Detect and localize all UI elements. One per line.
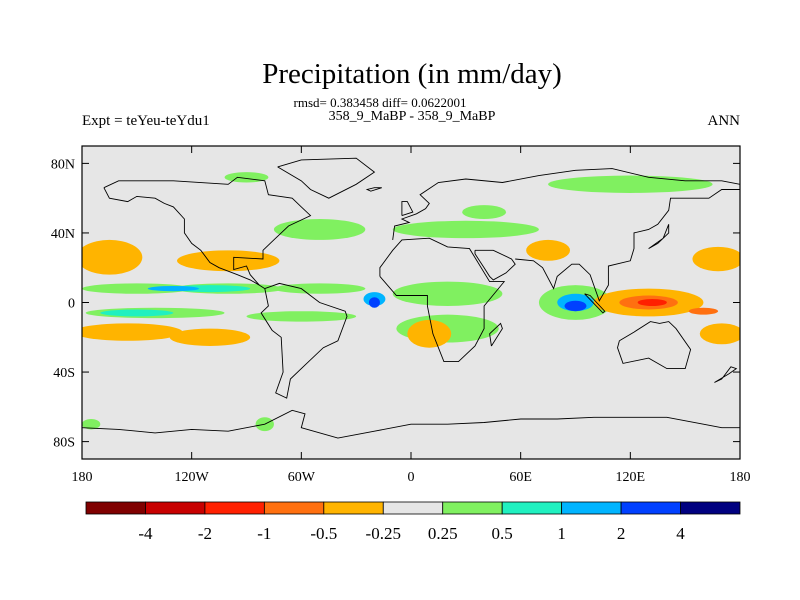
precip-region (273, 283, 366, 294)
precip-region (462, 205, 507, 220)
colorbar-swatch (561, 501, 622, 515)
coastline (515, 189, 740, 302)
precip-region (82, 326, 139, 338)
colorbar-label: -0.5 (310, 524, 337, 543)
y-tick-label: 80S (53, 436, 75, 451)
y-tick-label: 40N (51, 227, 75, 242)
precip-region (368, 297, 380, 308)
x-tick-label: 0 (408, 470, 415, 485)
coastline (277, 157, 376, 199)
precip-region (224, 172, 269, 183)
colorbar-label: 0.25 (428, 524, 458, 543)
map-panel (81, 145, 741, 460)
precip-region (407, 319, 452, 348)
x-tick-label: 180 (72, 470, 93, 485)
colorbar-swatch (442, 501, 503, 515)
coastline (379, 237, 506, 363)
precip-region (82, 283, 192, 294)
stats-text: rmsd= 0.383458 diff= 0.0622001 (294, 95, 467, 110)
coastline (617, 321, 692, 370)
colorbar-swatch (145, 501, 206, 515)
colorbar-swatch (204, 501, 265, 515)
coastline (260, 282, 348, 399)
colorbar-swatch (382, 501, 444, 515)
colorbar-label: 0.5 (492, 524, 513, 543)
precip-region (100, 309, 174, 317)
coastline (648, 224, 670, 249)
precip-region (189, 333, 212, 341)
precip-region (688, 307, 719, 315)
x-tick-label: 60E (509, 470, 532, 485)
coastline (365, 187, 382, 192)
precip-region (147, 285, 199, 292)
chart-subtitle: 358_9_MaBP - 358_9_MaBP (329, 109, 496, 124)
colorbar-label: -2 (198, 524, 212, 543)
precip-region (177, 250, 280, 272)
precip-region (85, 246, 115, 261)
precip-region (82, 419, 101, 430)
precip-field-layer (82, 172, 740, 432)
coastline-layer (82, 157, 740, 439)
left-label: Expt = teYeu-teYdu1 (82, 113, 210, 129)
precip-region (692, 246, 740, 272)
coastline (392, 168, 740, 240)
right-label: ANN (708, 113, 741, 129)
coastline (82, 409, 740, 439)
x-tick-label: 180 (730, 470, 751, 485)
y-axis: 80N 40N 0 40S 80S (51, 157, 740, 451)
y-tick-label: 0 (68, 297, 75, 312)
y-tick-label: 80N (51, 157, 75, 172)
colorbar-label: 4 (676, 524, 685, 543)
colorbar-swatch (85, 501, 146, 515)
precip-region (564, 300, 587, 312)
precip-region (637, 299, 667, 306)
colorbar-swatch (680, 501, 741, 515)
precip-region (548, 175, 713, 193)
y-tick-label: 40S (53, 366, 75, 381)
precip-region (273, 219, 366, 240)
x-axis: 180 120W 60W 0 60E 120E 180 (72, 146, 751, 485)
coastline (714, 366, 738, 383)
colorbar-label: -4 (138, 524, 153, 543)
chart-title: Precipitation (in mm/day) (262, 58, 562, 90)
precip-region (699, 323, 740, 345)
colorbar-swatch (323, 501, 384, 515)
coastline (489, 322, 503, 347)
precip-region (392, 281, 503, 306)
precip-region (246, 311, 357, 322)
colorbar (85, 501, 741, 515)
coastline (401, 201, 414, 217)
coastline (474, 249, 516, 281)
x-tick-label: 120E (616, 470, 646, 485)
x-tick-label: 120W (175, 470, 210, 485)
colorbar-label: -0.25 (366, 524, 401, 543)
colorbar-swatch (501, 501, 563, 515)
colorbar-label: 2 (617, 524, 626, 543)
colorbar-label: -1 (257, 524, 271, 543)
x-tick-label: 60W (288, 470, 316, 485)
precip-region (392, 220, 539, 239)
coastline (584, 293, 606, 314)
colorbar-label: 1 (557, 524, 566, 543)
colorbar-labels: -4 -2 -1 -0.5 -0.25 0.25 0.5 1 2 4 (138, 524, 685, 543)
coastline (103, 187, 260, 286)
precip-region (526, 239, 571, 261)
colorbar-swatch (620, 501, 681, 515)
colorbar-swatch (263, 501, 325, 515)
coastline (103, 176, 312, 289)
